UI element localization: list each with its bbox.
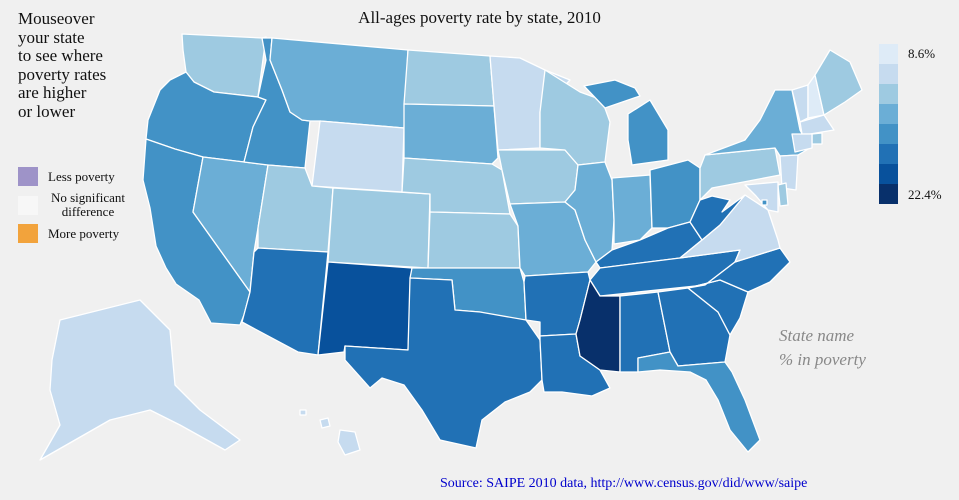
state-az[interactable]: [241, 247, 329, 356]
state-ma[interactable]: [799, 114, 835, 135]
hover-poverty-value: % in poverty: [779, 350, 866, 369]
key-swatch-more: [18, 224, 38, 243]
key-label-more: More poverty: [48, 225, 120, 241]
color-scale-cell: [879, 104, 898, 124]
instructions-line: your state: [18, 27, 85, 47]
map-title: All-ages poverty rate by state, 2010: [358, 8, 601, 27]
key-row-more: More poverty: [18, 224, 138, 243]
state-in[interactable]: [611, 174, 653, 245]
state-sd[interactable]: [403, 103, 499, 165]
state-hi[interactable]: [299, 409, 361, 456]
color-scale-cell: [879, 124, 898, 144]
color-scale-cell: [879, 184, 898, 204]
hover-readout: State name % in poverty: [779, 324, 866, 372]
state-de[interactable]: [777, 182, 789, 207]
state-me[interactable]: [814, 49, 863, 116]
color-scale-cell: [879, 164, 898, 184]
state-ny[interactable]: [704, 89, 811, 157]
key-swatch-none: [18, 195, 38, 215]
color-scale-max-label: 22.4%: [908, 187, 942, 202]
key-swatch-less: [18, 167, 38, 186]
instructions-line: Mouseover: [18, 9, 95, 28]
state-wy[interactable]: [311, 120, 405, 193]
color-scale-cell: [879, 144, 898, 164]
color-scale-min-label: 8.6%: [908, 46, 936, 61]
state-ct[interactable]: [791, 133, 813, 153]
state-ia[interactable]: [497, 149, 579, 205]
key-label-none: No significant difference: [50, 190, 125, 219]
key-row-less: Less poverty: [18, 167, 138, 186]
instructions-line: to see where: [18, 46, 103, 65]
key-row-none: No significant difference: [18, 186, 138, 224]
state-ak[interactable]: [39, 299, 241, 461]
instructions-line: or lower: [18, 101, 76, 121]
color-scale-cell: [879, 64, 898, 84]
state-tx[interactable]: [344, 277, 543, 449]
state-nm[interactable]: [317, 261, 413, 356]
state-dc[interactable]: [761, 199, 768, 206]
instructions: Mouseover your state to see where povert…: [18, 9, 168, 121]
source-link[interactable]: Source: SAIPE 2010 data, http://www.cens…: [440, 476, 808, 491]
color-scale-cell: [879, 44, 898, 64]
state-nd[interactable]: [403, 49, 495, 107]
state-wv[interactable]: [689, 194, 746, 241]
hover-state-name: State name: [779, 326, 855, 345]
state-co[interactable]: [327, 187, 431, 269]
state-fl[interactable]: [637, 351, 761, 453]
state-mi[interactable]: [583, 79, 669, 166]
key-label-less: Less poverty: [48, 168, 115, 184]
state-ri[interactable]: [811, 132, 823, 145]
instructions-line: are higher: [18, 83, 87, 102]
state-nj[interactable]: [779, 154, 799, 191]
state-md[interactable]: [744, 181, 779, 213]
color-scale-cell: [879, 84, 898, 104]
instructions-line: poverty rates: [18, 64, 107, 84]
significance-key: Less poverty No significant difference M…: [18, 167, 138, 243]
color-scale-ramp: [879, 44, 898, 204]
state-ks[interactable]: [427, 211, 521, 269]
